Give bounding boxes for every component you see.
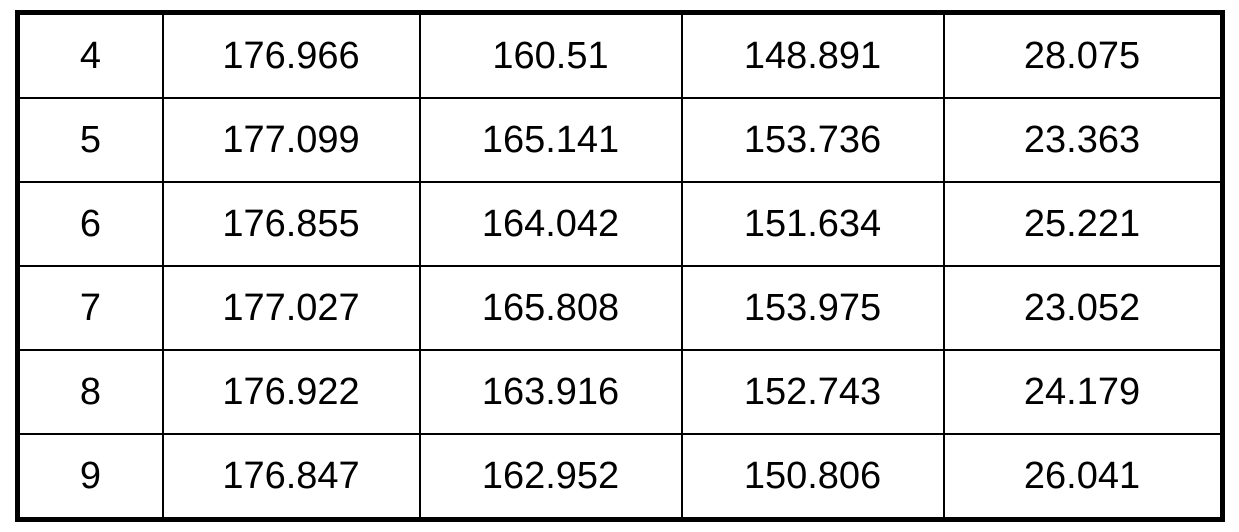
cell-val1: 177.099	[163, 98, 420, 182]
data-table: 4 176.966 160.51 148.891 28.075 5 177.09…	[15, 10, 1225, 522]
cell-val3: 151.634	[682, 182, 944, 266]
table-body: 4 176.966 160.51 148.891 28.075 5 177.09…	[17, 13, 1222, 520]
cell-val3: 148.891	[682, 13, 944, 99]
cell-val4: 23.363	[944, 98, 1223, 182]
cell-idx: 8	[17, 350, 163, 434]
cell-val2: 162.952	[420, 434, 682, 520]
table-row: 8 176.922 163.916 152.743 24.179	[17, 350, 1222, 434]
cell-val2: 160.51	[420, 13, 682, 99]
cell-val3: 153.736	[682, 98, 944, 182]
cell-idx: 9	[17, 434, 163, 520]
cell-val4: 25.221	[944, 182, 1223, 266]
table-row: 4 176.966 160.51 148.891 28.075	[17, 13, 1222, 99]
cell-val1: 176.847	[163, 434, 420, 520]
page: 4 176.966 160.51 148.891 28.075 5 177.09…	[0, 0, 1239, 532]
cell-idx: 6	[17, 182, 163, 266]
cell-val2: 165.808	[420, 266, 682, 350]
cell-val4: 23.052	[944, 266, 1223, 350]
cell-idx: 4	[17, 13, 163, 99]
table-row: 6 176.855 164.042 151.634 25.221	[17, 182, 1222, 266]
cell-val2: 164.042	[420, 182, 682, 266]
cell-val2: 165.141	[420, 98, 682, 182]
table-row: 9 176.847 162.952 150.806 26.041	[17, 434, 1222, 520]
cell-val3: 152.743	[682, 350, 944, 434]
cell-val2: 163.916	[420, 350, 682, 434]
table-row: 7 177.027 165.808 153.975 23.052	[17, 266, 1222, 350]
cell-val3: 150.806	[682, 434, 944, 520]
cell-val1: 176.922	[163, 350, 420, 434]
cell-val1: 177.027	[163, 266, 420, 350]
cell-val4: 26.041	[944, 434, 1223, 520]
cell-val4: 24.179	[944, 350, 1223, 434]
cell-idx: 7	[17, 266, 163, 350]
cell-val4: 28.075	[944, 13, 1223, 99]
cell-val3: 153.975	[682, 266, 944, 350]
cell-idx: 5	[17, 98, 163, 182]
cell-val1: 176.855	[163, 182, 420, 266]
table-row: 5 177.099 165.141 153.736 23.363	[17, 98, 1222, 182]
cell-val1: 176.966	[163, 13, 420, 99]
